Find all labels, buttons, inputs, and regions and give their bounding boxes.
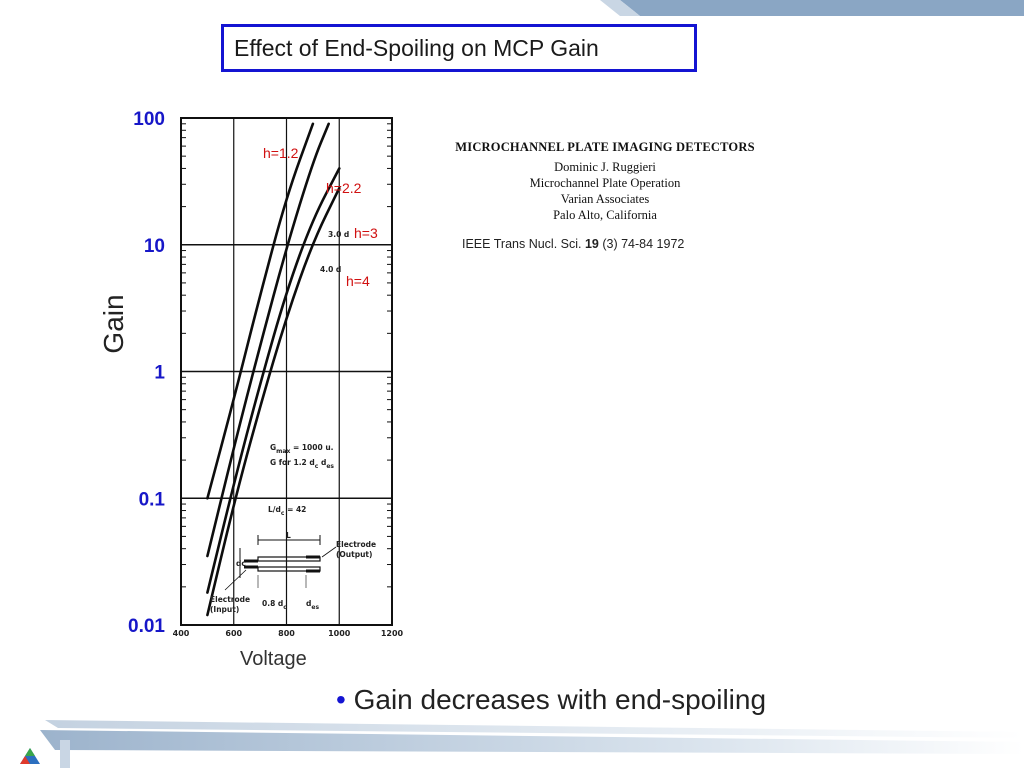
svg-text:G for 1.2 dc des: G for 1.2 dc des xyxy=(270,458,334,470)
electrode-output-line1: Electrode xyxy=(336,540,376,549)
y-axis-label: Gain xyxy=(98,294,129,353)
series-line-3 xyxy=(206,167,341,594)
channel-schematic xyxy=(224,535,337,591)
series-label-4: h=4 xyxy=(346,273,370,289)
bullet-dot: • xyxy=(336,684,354,715)
citation-volume: 19 xyxy=(584,237,599,251)
top-decorative-band xyxy=(600,0,1024,16)
series-label-3: h=3 xyxy=(354,225,378,241)
citation-pre: IEEE Trans Nucl. Sci. xyxy=(462,237,585,251)
minor-ticks xyxy=(181,123,392,588)
x-tick-label: 600 xyxy=(225,629,242,638)
dc-label: dc xyxy=(236,559,246,568)
electrode-output-line2: (Output) xyxy=(336,550,372,559)
gfor-sub1: c xyxy=(315,463,319,470)
series-line-1 xyxy=(206,122,315,500)
gmax-sub: max xyxy=(276,448,290,455)
svg-text:0.8 dc: 0.8 dc xyxy=(262,599,287,611)
curve-labels: h=1.2 h=2.2 h=3 3.0 d h=4 4.0 d xyxy=(263,145,378,289)
gfor-label: G for 1.2 d xyxy=(270,458,315,467)
bullet-point: • Gain decreases with end-spoiling xyxy=(336,684,766,716)
gfor-mid: d xyxy=(318,458,326,467)
ratio-rest: = 42 xyxy=(284,505,306,514)
des-sub: es xyxy=(311,604,319,611)
reference-company: Varian Associates xyxy=(560,192,650,206)
series-label-1: h=1.2 xyxy=(263,145,299,161)
y-tick-labels: 100 10 1 0.1 0.01 xyxy=(128,109,165,637)
figure-annotations: Gmax = 1000 u. G for 1.2 dc des L/dc = 4… xyxy=(210,443,376,614)
y-tick-label: 0.1 xyxy=(139,489,166,510)
reference-heading: MICROCHANNEL PLATE IMAGING DETECTORS xyxy=(455,140,755,154)
y-tick-label: 0.01 xyxy=(128,616,165,637)
length-label: L xyxy=(286,531,291,540)
logo-icon xyxy=(20,748,40,764)
reference-author: Dominic J. Ruggieri xyxy=(554,160,656,174)
svg-text:des: des xyxy=(306,599,319,611)
input-length-label: 0.8 d xyxy=(262,599,283,608)
reference-department: Microchannel Plate Operation xyxy=(529,176,681,190)
des-label: d xyxy=(306,599,311,608)
y-tick-label: 100 xyxy=(133,109,165,130)
x-tick-label: 800 xyxy=(278,629,295,638)
gmax-rest: = 1000 u. xyxy=(290,443,333,452)
series-lines xyxy=(206,122,341,617)
series-line-2 xyxy=(206,122,330,558)
electrode-input-line2: (Input) xyxy=(210,605,239,614)
ratio-label: L/d xyxy=(268,505,281,514)
series-scan-label-3: 3.0 d xyxy=(328,230,349,239)
input-length-sub: c xyxy=(283,604,287,611)
series-line-4 xyxy=(206,186,341,617)
reference-block: MICROCHANNEL PLATE IMAGING DETECTORS Dom… xyxy=(440,140,770,223)
svg-text:L/dc = 42: L/dc = 42 xyxy=(268,505,306,517)
gfor-sub2: es xyxy=(326,463,334,470)
series-scan-label-4: 4.0 d xyxy=(320,265,341,274)
x-tick-label: 1000 xyxy=(328,629,351,638)
x-axis-label: Voltage xyxy=(240,648,307,670)
x-tick-labels: 400 600 800 1000 1200 xyxy=(173,629,404,638)
grid xyxy=(180,117,393,626)
y-tick-label: 10 xyxy=(144,236,165,257)
x-tick-label: 1200 xyxy=(381,629,404,638)
reference-location: Palo Alto, California xyxy=(553,208,657,222)
bullet-text: Gain decreases with end-spoiling xyxy=(353,684,767,715)
ratio-sub: c xyxy=(281,510,285,517)
bottom-decorative-band xyxy=(20,720,1024,768)
x-tick-label: 400 xyxy=(173,629,190,638)
citation-post: (3) 74-84 1972 xyxy=(598,237,685,251)
gmax-label: G xyxy=(270,443,276,452)
slide-title: Effect of End-Spoiling on MCP Gain xyxy=(221,24,697,72)
citation: IEEE Trans Nucl. Sci. 19 (3) 74-84 1972 xyxy=(462,237,684,251)
y-tick-label: 1 xyxy=(154,363,165,384)
electrode-input-line1: Electrode xyxy=(210,595,250,604)
series-label-2: h=2.2 xyxy=(326,180,362,196)
svg-text:Gmax = 1000 u.: Gmax = 1000 u. xyxy=(270,443,334,455)
